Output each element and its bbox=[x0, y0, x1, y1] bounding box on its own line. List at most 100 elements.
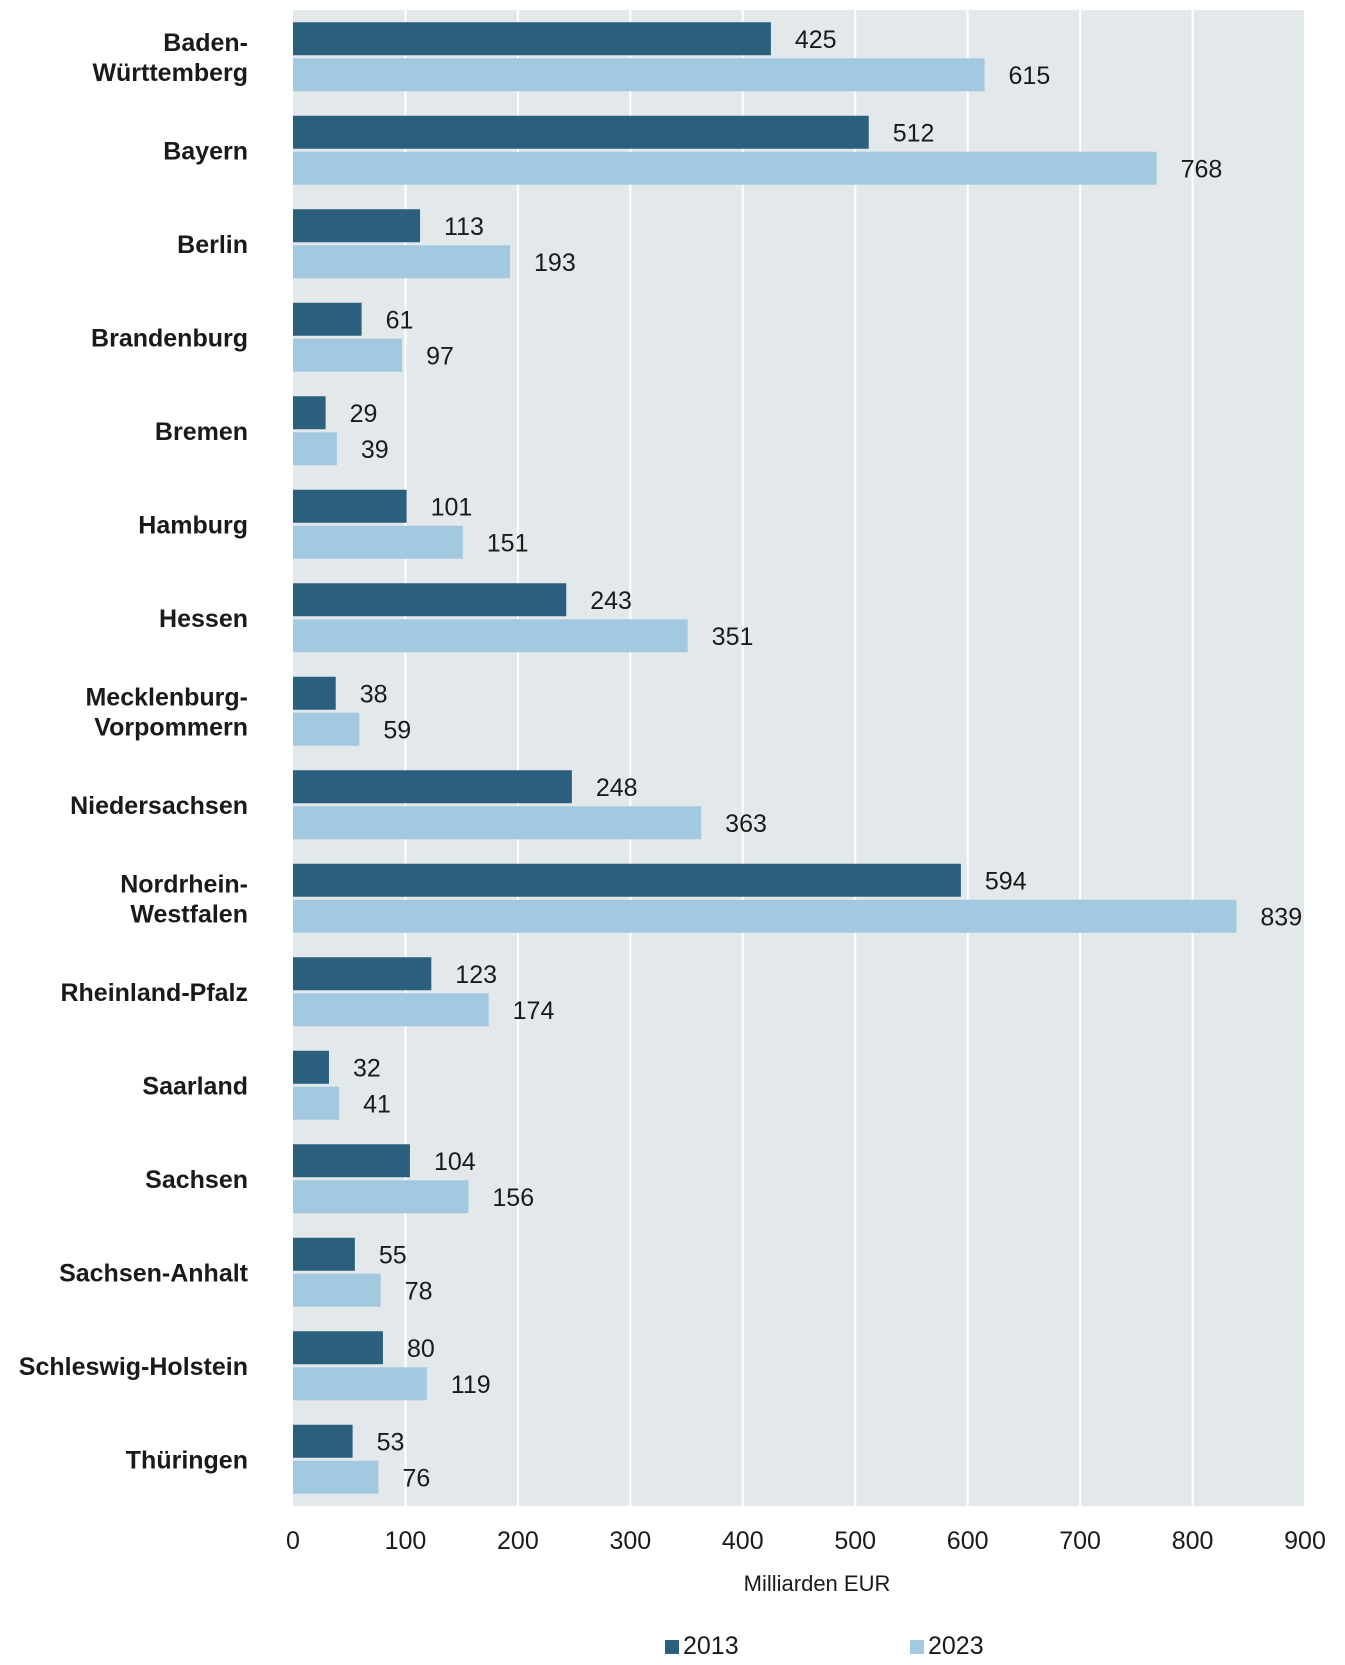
bar-2013 bbox=[293, 1424, 353, 1458]
bar-2013 bbox=[293, 583, 567, 617]
bar-2023 bbox=[293, 58, 985, 92]
data-label-2023: 363 bbox=[725, 810, 767, 838]
category-label: Niedersachsen bbox=[70, 792, 248, 820]
category-label: Saarland bbox=[142, 1072, 248, 1100]
bar-2023 bbox=[293, 619, 688, 653]
bar-2013 bbox=[293, 1237, 355, 1271]
bar-2013 bbox=[293, 396, 326, 430]
category-label: Hessen bbox=[159, 605, 248, 633]
category-label: Thüringen bbox=[126, 1446, 248, 1474]
x-tick-label: 0 bbox=[286, 1527, 300, 1555]
bar-2013 bbox=[293, 489, 407, 523]
category-labels: Baden-Württemberg Bayern Berlin Brandenburg… bbox=[19, 29, 249, 1475]
data-label-2023: 78 bbox=[405, 1277, 433, 1305]
bar-2013 bbox=[293, 957, 432, 991]
category-label: Sachsen-Anhalt bbox=[59, 1259, 249, 1287]
data-label-2013: 38 bbox=[360, 680, 388, 708]
data-label-2023: 59 bbox=[383, 716, 411, 744]
bar-2013 bbox=[293, 1050, 329, 1084]
data-label-2023: 193 bbox=[534, 249, 576, 277]
data-label-2013: 113 bbox=[444, 213, 484, 241]
data-label-2023: 174 bbox=[513, 997, 555, 1025]
x-axis-title: Milliarden EUR bbox=[744, 1571, 891, 1596]
legend-label-2023: 2023 bbox=[928, 1632, 984, 1660]
data-label-2023: 768 bbox=[1181, 155, 1223, 183]
bar-2013 bbox=[293, 302, 362, 336]
data-label-2013: 32 bbox=[353, 1054, 381, 1082]
data-label-2013: 61 bbox=[386, 306, 414, 334]
x-tick-label: 300 bbox=[609, 1527, 651, 1555]
data-label-2013: 80 bbox=[407, 1335, 435, 1363]
data-label-2023: 615 bbox=[1009, 62, 1051, 90]
x-tick-label: 900 bbox=[1284, 1527, 1326, 1555]
bars bbox=[293, 22, 1237, 1494]
bar-2023 bbox=[293, 1180, 469, 1214]
category-label: Bremen bbox=[155, 418, 248, 446]
bar-2023 bbox=[293, 525, 463, 559]
category-label: Nordrhein-Westfalen bbox=[120, 870, 248, 928]
bar-2013 bbox=[293, 22, 771, 56]
bar-2023 bbox=[293, 993, 489, 1027]
value-labels: 425 615 512 768 113 193 61 97 29 39 101 151 243 351 38… bbox=[350, 26, 1303, 1493]
data-label-2013: 594 bbox=[985, 867, 1027, 895]
bar-2023 bbox=[293, 899, 1237, 933]
data-label-2023: 151 bbox=[487, 529, 529, 557]
bar-2013 bbox=[293, 770, 572, 804]
bar-2023 bbox=[293, 151, 1157, 185]
x-tick-label: 800 bbox=[1172, 1527, 1214, 1555]
x-tick-label: 600 bbox=[947, 1527, 989, 1555]
x-tick-label: 700 bbox=[1059, 1527, 1101, 1555]
category-label: Rheinland-Pfalz bbox=[60, 979, 248, 1007]
bar-2013 bbox=[293, 1331, 383, 1365]
legend-label-2013: 2013 bbox=[683, 1632, 739, 1660]
data-label-2023: 76 bbox=[402, 1464, 430, 1492]
legend-swatch-2023 bbox=[910, 1640, 924, 1654]
x-tick-label: 200 bbox=[497, 1527, 539, 1555]
data-label-2023: 839 bbox=[1260, 903, 1302, 931]
data-label-2013: 425 bbox=[795, 26, 837, 54]
data-label-2013: 104 bbox=[434, 1148, 476, 1176]
data-label-2023: 41 bbox=[363, 1090, 391, 1118]
data-label-2023: 97 bbox=[426, 342, 454, 370]
bar-2013 bbox=[293, 1144, 410, 1178]
x-tick-label: 400 bbox=[722, 1527, 764, 1555]
data-label-2013: 248 bbox=[596, 774, 638, 802]
data-label-2023: 39 bbox=[361, 436, 389, 464]
data-label-2013: 101 bbox=[431, 493, 473, 521]
x-tick-label: 100 bbox=[385, 1527, 427, 1555]
bar-2013 bbox=[293, 863, 961, 897]
bar-2013 bbox=[293, 115, 869, 149]
data-label-2023: 351 bbox=[712, 623, 754, 651]
category-label: Berlin bbox=[177, 231, 248, 259]
data-label-2013: 243 bbox=[590, 587, 632, 615]
bar-2013 bbox=[293, 676, 336, 710]
x-axis-ticks: 0 100 200 300 400 500 600 700 800 900 bbox=[286, 1527, 1326, 1555]
bar-2023 bbox=[293, 432, 337, 466]
legend-swatch-2013 bbox=[665, 1640, 679, 1654]
data-label-2023: 156 bbox=[492, 1184, 534, 1212]
bar-2023 bbox=[293, 1460, 379, 1494]
category-label: Baden-Württemberg bbox=[92, 29, 248, 87]
data-label-2013: 53 bbox=[377, 1428, 405, 1456]
data-label-2013: 123 bbox=[455, 961, 497, 989]
data-label-2023: 119 bbox=[451, 1371, 491, 1399]
bar-2023 bbox=[293, 338, 403, 372]
category-label: Brandenburg bbox=[91, 324, 248, 352]
bar-2023 bbox=[293, 1086, 340, 1120]
bar-2023 bbox=[293, 712, 360, 746]
category-label: Sachsen bbox=[145, 1166, 248, 1194]
category-label: Schleswig-Holstein bbox=[19, 1353, 248, 1381]
bar-2023 bbox=[293, 806, 702, 840]
data-label-2013: 55 bbox=[379, 1241, 407, 1269]
bar-2023 bbox=[293, 1367, 427, 1401]
category-label: Hamburg bbox=[138, 511, 248, 539]
bar-2013 bbox=[293, 209, 421, 243]
bar-2023 bbox=[293, 1273, 381, 1307]
data-label-2013: 29 bbox=[350, 400, 378, 428]
legend: 2013 2023 bbox=[665, 1632, 984, 1660]
bar-2023 bbox=[293, 245, 511, 279]
data-label-2013: 512 bbox=[893, 119, 935, 147]
category-label: Bayern bbox=[163, 137, 248, 165]
category-label: Mecklenburg-Vorpommern bbox=[85, 683, 248, 741]
